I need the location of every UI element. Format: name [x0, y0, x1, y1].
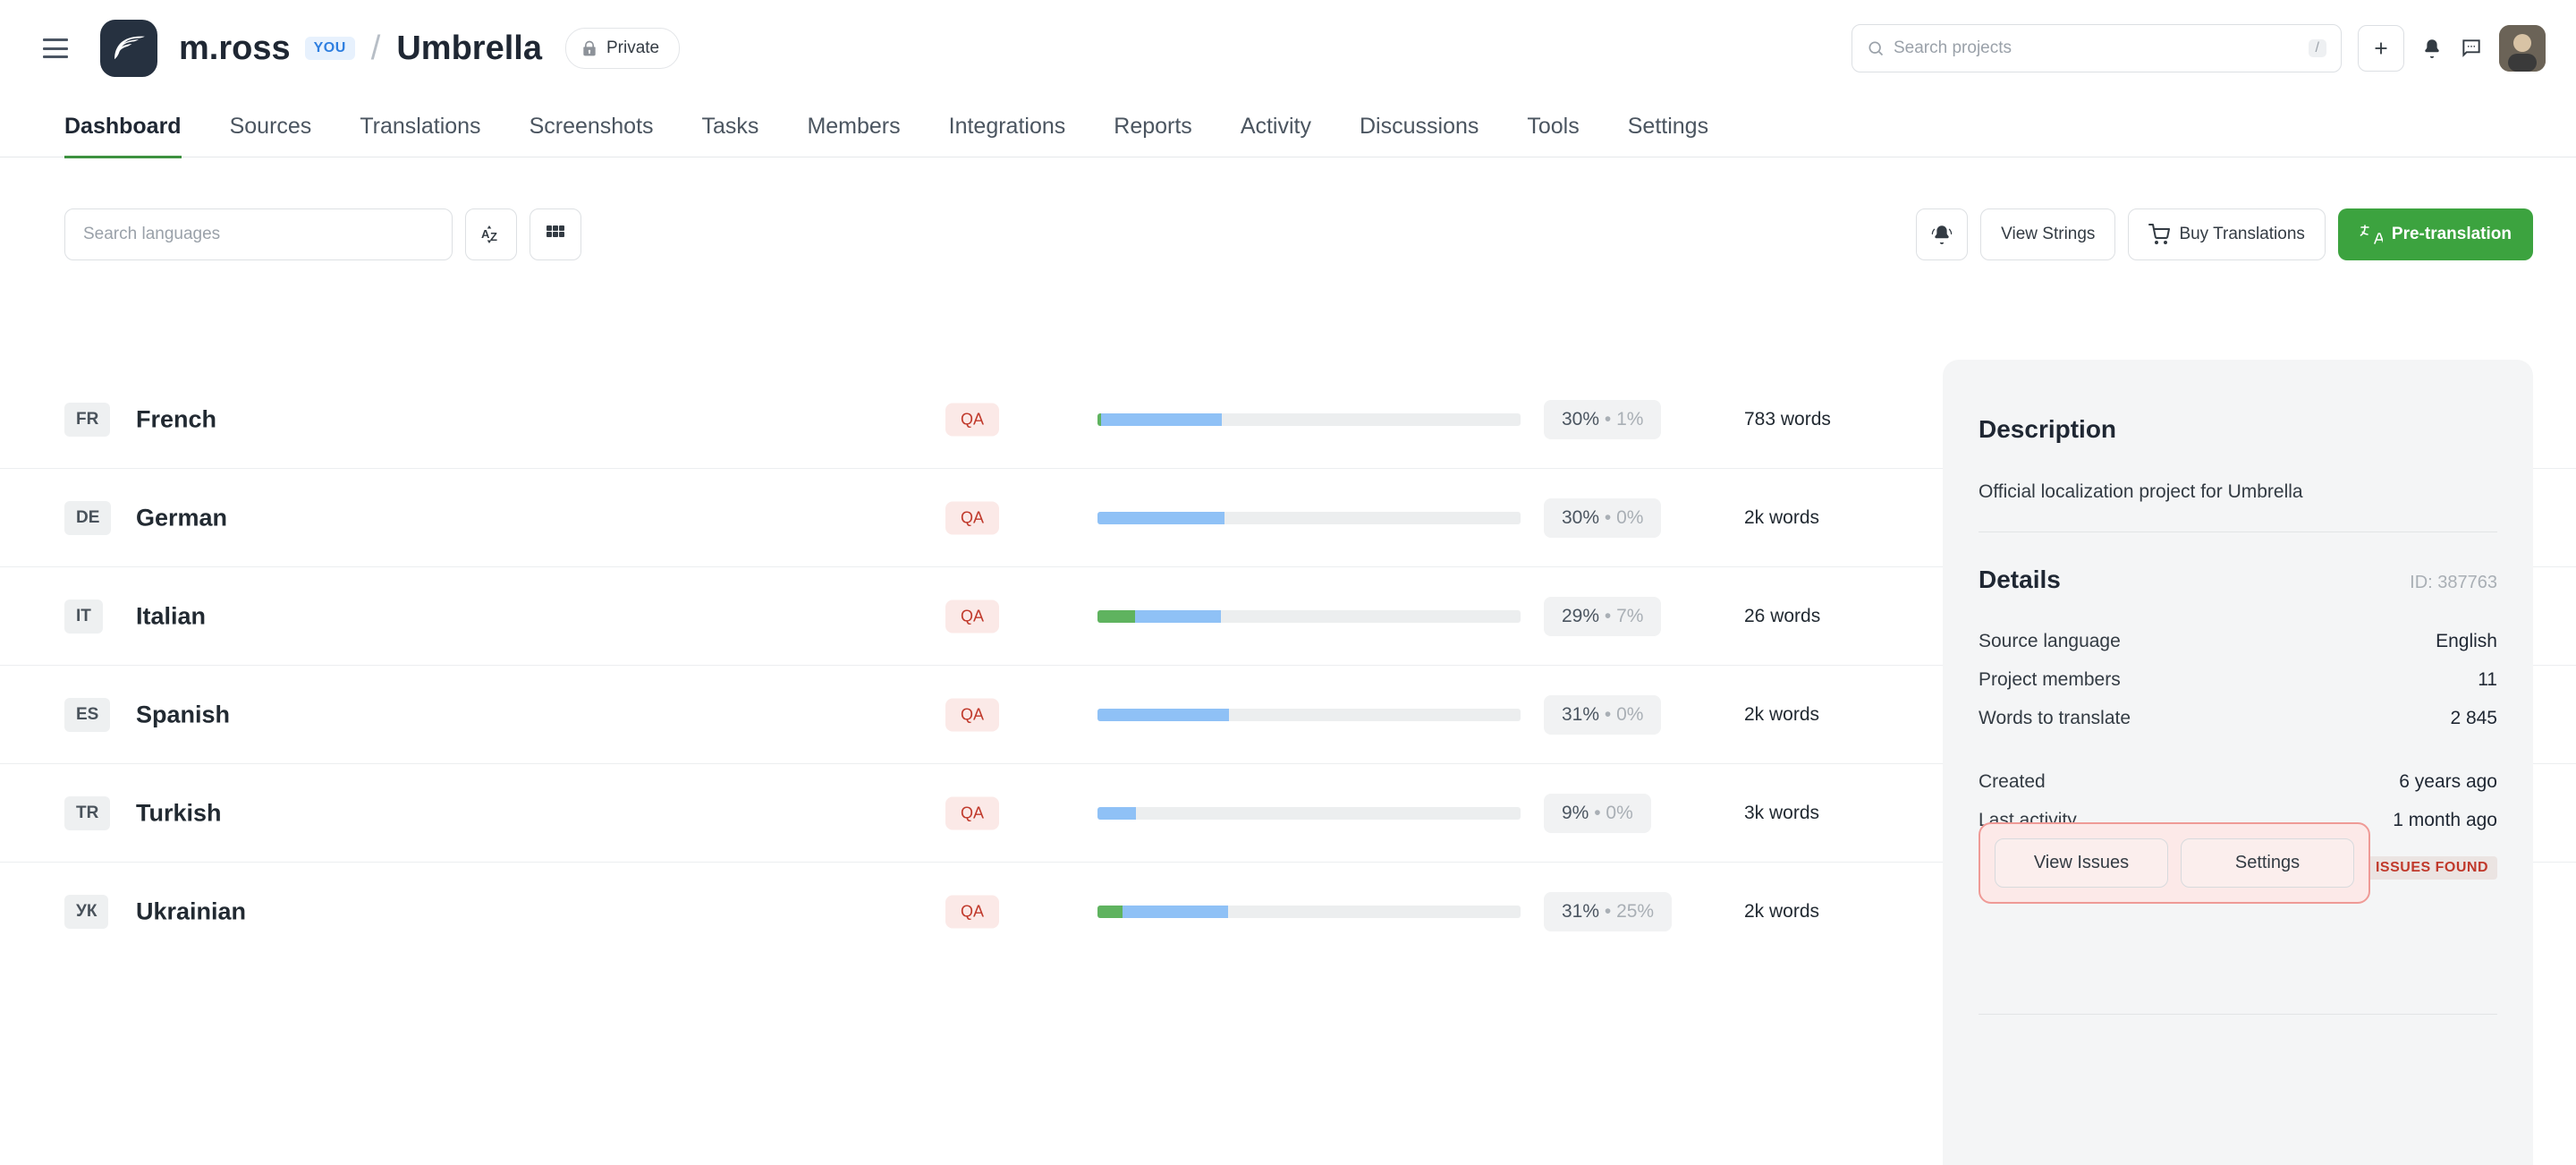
svg-text:Z: Z — [490, 230, 497, 243]
svg-text:A: A — [481, 227, 490, 241]
